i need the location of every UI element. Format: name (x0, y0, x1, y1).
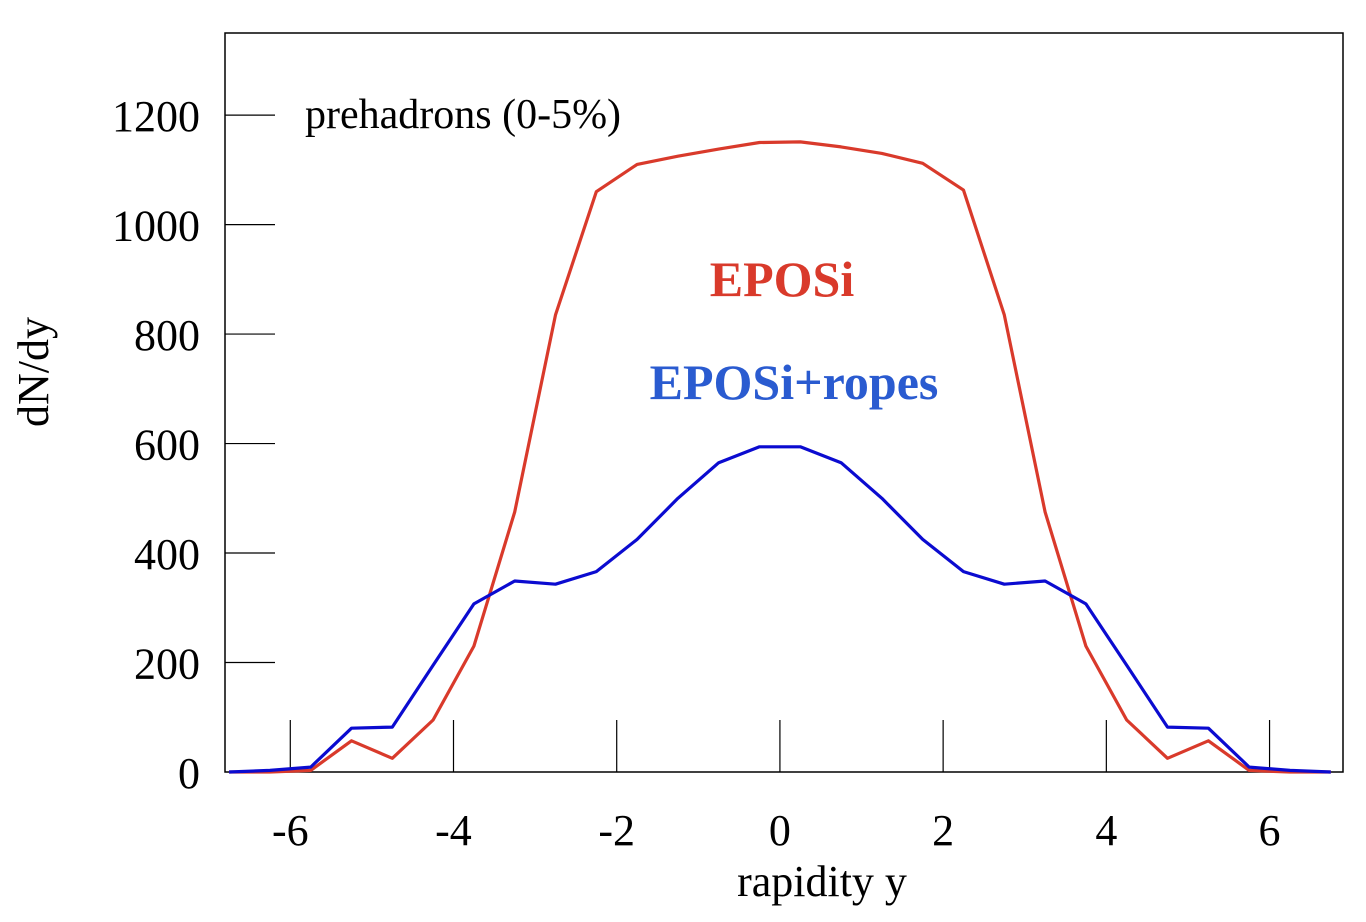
x-tick-label: 0 (769, 806, 791, 855)
series-line (229, 445, 1331, 774)
x-tick-labels: -6 -4 -2 0 2 4 6 (272, 806, 1281, 855)
y-axis-title: dN/dy (9, 317, 58, 427)
x-tick-label: 4 (1095, 806, 1117, 855)
y-tick-label: 800 (134, 311, 200, 360)
series-line (229, 140, 1331, 774)
x-axis-title: rapidity y (737, 857, 907, 906)
x-tick-label: -4 (435, 806, 472, 855)
plot-frame (224, 32, 1344, 773)
y-tick-label: 600 (134, 421, 200, 470)
annotation-label: prehadrons (0-5%) (305, 92, 621, 138)
x-tick-label: -6 (272, 806, 309, 855)
y-tick-label: 400 (134, 530, 200, 579)
legend-eposi: EPOSi (710, 251, 855, 307)
legend-eposi-ropes: EPOSi+ropes (650, 354, 939, 410)
y-tick-label: 0 (178, 749, 200, 798)
x-tick-label: -2 (598, 806, 635, 855)
y-tick-label: 1200 (112, 92, 200, 141)
tick-marks (225, 114, 1271, 772)
y-tick-labels: 0 200 400 600 800 1000 1200 (112, 92, 200, 798)
series-eposi (228, 140, 1331, 774)
series-lines (228, 140, 1331, 774)
x-tick-label: 6 (1259, 806, 1281, 855)
series-eposi-ropes (228, 445, 1331, 774)
x-tick-label: 2 (932, 806, 954, 855)
y-tick-label: 1000 (112, 202, 200, 251)
y-tick-label: 200 (134, 640, 200, 689)
